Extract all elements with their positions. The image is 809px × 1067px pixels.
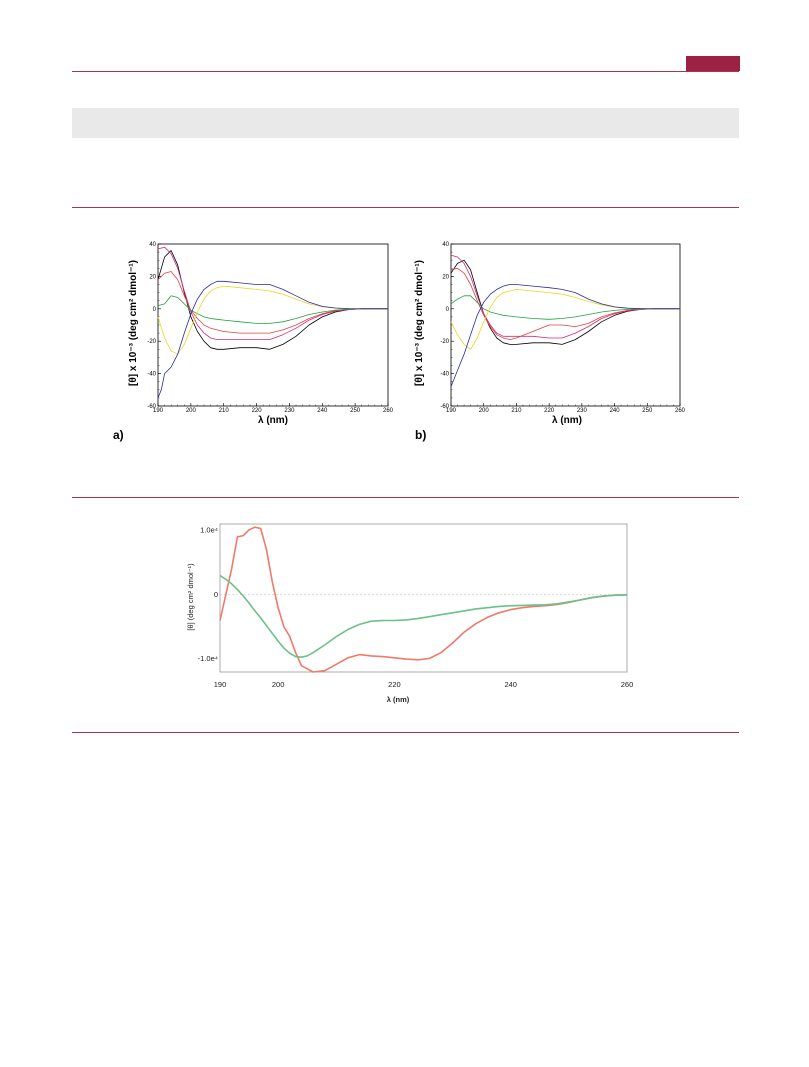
chart-a-series-1 [157, 250, 388, 350]
chart-b-y-tick-label: -40 [440, 372, 449, 378]
chart-a-x-tick-label: 230 [284, 408, 295, 414]
chart-b-plot-frame [450, 243, 681, 407]
chart-c-x-tick-label: 240 [504, 680, 517, 689]
chart-b-series-2 [450, 254, 680, 339]
chart-a-series-4 [157, 295, 388, 324]
chart-a-x-tick-label: 260 [383, 408, 394, 414]
chart-b-y-tick-label: 20 [442, 274, 449, 280]
cd-spectrum-chart-a: [θ] x 10⁻³ (deg cm² dmol⁻¹) λ (nm) a) 19… [113, 242, 394, 442]
chart-b-x-tick-label: 230 [577, 408, 588, 414]
chart-b-series-4 [450, 295, 680, 320]
cd-spectrum-chart-b: [θ] x 10⁻³ (deg cm² dmol⁻¹) λ (nm) b) 19… [414, 242, 686, 442]
chart-a-panel-label: a) [113, 428, 124, 442]
chart-b-series-6 [450, 284, 680, 387]
chart-a-x-tick-label: 240 [317, 408, 328, 414]
chart-a-series-3 [157, 271, 388, 334]
chart-a-y-tick-label: -20 [147, 339, 156, 345]
chart-b-x-tick-label: 260 [675, 408, 686, 414]
chart-c-x-tick-label: 200 [272, 680, 285, 689]
chart-c-xlabel: λ (nm) [387, 695, 410, 704]
header-rule [72, 71, 739, 72]
chart-b-series-5 [450, 289, 680, 350]
chart-a-series-6 [157, 280, 388, 399]
header-tab [686, 56, 740, 71]
chart-c-x-tick-label: 260 [621, 680, 634, 689]
chart-b-x-tick-label: 220 [544, 408, 555, 414]
section-rule-2 [72, 497, 739, 498]
chart-b-xlabel: λ (nm) [552, 415, 582, 426]
chart-a-y-tick-label: -60 [147, 404, 156, 410]
chart-a-y-tick-label: 20 [149, 274, 156, 280]
chart-b-x-tick-label: 210 [511, 408, 522, 414]
chart-a-xlabel: λ (nm) [258, 415, 288, 426]
chart-b-x-tick-label: 200 [479, 408, 490, 414]
chart-b-y-tick-label: -20 [440, 339, 449, 345]
chart-c-plot-frame [219, 523, 628, 673]
chart-b-x-tick-label: 250 [642, 408, 653, 414]
chart-b-x-tick-label: 190 [446, 408, 457, 414]
chart-a-x-tick-label: 220 [252, 408, 263, 414]
section-rule-3 [72, 732, 739, 733]
chart-a-x-tick-label: 190 [153, 408, 164, 414]
chart-a-ylabel: [θ] x 10⁻³ (deg cm² dmol⁻¹) [128, 260, 139, 386]
chart-a-y-tick-label: -40 [147, 372, 156, 378]
chart-a-y-tick-label: 40 [149, 242, 156, 248]
chart-b-y-tick-label: 0 [446, 307, 450, 313]
chart-a-y-tick-label: 0 [153, 307, 157, 313]
chart-a-x-tick-label: 250 [350, 408, 361, 414]
chart-b-ylabel: [θ] x 10⁻³ (deg cm² dmol⁻¹) [414, 260, 425, 386]
chart-b-x-tick-label: 240 [610, 408, 621, 414]
chart-a-series-2 [157, 246, 388, 340]
chart-a-x-tick-label: 200 [186, 408, 197, 414]
chart-b-y-tick-label: 40 [442, 242, 449, 248]
chart-c-y-tick-label: 0 [214, 590, 218, 599]
chart-c-series-1 [219, 526, 628, 673]
chart-c-y-tick-label: 1.0e⁴ [200, 525, 218, 534]
chart-a-x-tick-label: 210 [219, 408, 230, 414]
chart-c-x-tick-label: 220 [388, 680, 401, 689]
chart-b-series-3 [450, 267, 680, 340]
chart-b-series-1 [450, 259, 680, 345]
gray-band [72, 108, 739, 138]
chart-c-y-tick-label: -1.0e⁴ [198, 654, 218, 663]
chart-b-y-tick-label: -60 [440, 404, 449, 410]
section-rule-1 [72, 207, 739, 208]
chart-c-ylabel: [θ] (deg cm² dmol⁻¹) [186, 563, 195, 631]
chart-b-panel-label: b) [415, 428, 426, 442]
cd-spectrum-chart-c: [θ] (deg cm² dmol⁻¹) λ (nm) 190 200 220 240… [186, 523, 634, 704]
chart-c-x-tick-label: 190 [214, 680, 227, 689]
chart-c-series-2 [219, 574, 628, 658]
